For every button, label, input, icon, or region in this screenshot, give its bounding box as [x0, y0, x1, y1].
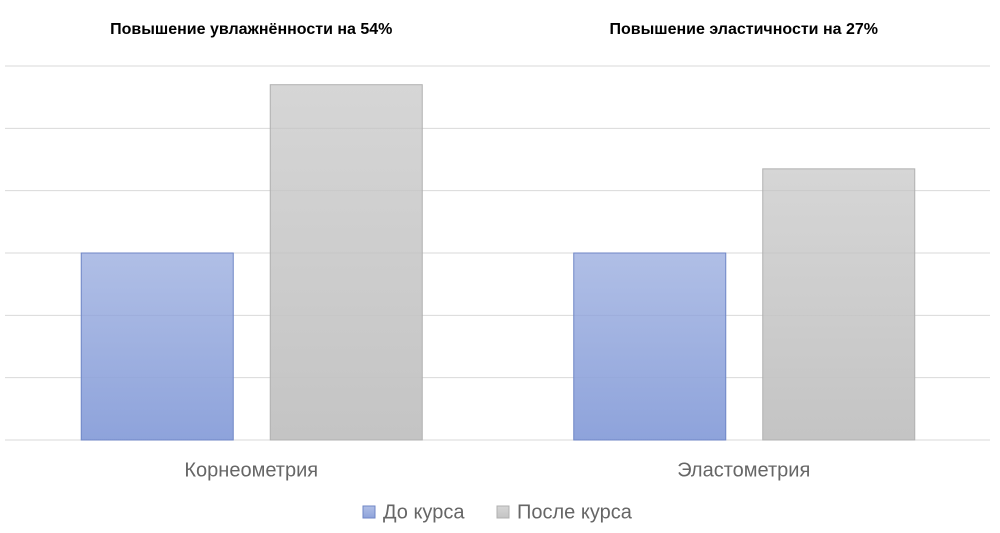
bar: [80, 252, 234, 441]
x-tick-label: Корнеометрия: [184, 459, 318, 481]
legend-label: После курса: [517, 501, 633, 523]
annotation: Повышение увлажнённости на 54%: [110, 21, 392, 38]
x-tick-label: Эластометрия: [677, 459, 810, 481]
legend-label: До курса: [383, 501, 465, 523]
bar: [269, 84, 423, 441]
bar: [762, 168, 916, 441]
legend-swatch: [362, 505, 376, 519]
bar: [573, 252, 727, 441]
legend-swatch: [496, 505, 510, 519]
annotation: Повышение эластичности на 27%: [610, 21, 878, 38]
